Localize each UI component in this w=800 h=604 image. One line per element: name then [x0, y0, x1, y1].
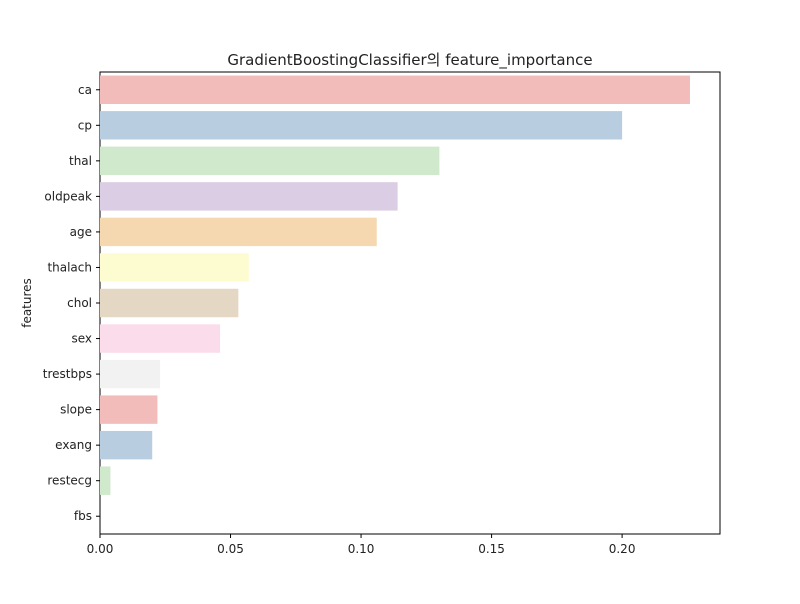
- x-tick-label: 0.05: [217, 542, 244, 556]
- y-tick-label: exang: [55, 438, 92, 452]
- y-tick-label: chol: [67, 296, 92, 310]
- y-tick-label: fbs: [74, 509, 92, 523]
- bars-group: [100, 75, 690, 495]
- bar-chol: [100, 288, 239, 318]
- y-tick-label: restecg: [47, 474, 92, 488]
- y-tick-label: slope: [60, 403, 92, 417]
- chart-title: GradientBoostingClassifier의 feature_impo…: [227, 51, 592, 70]
- y-tick-label: sex: [71, 332, 92, 346]
- y-tick-label: cp: [78, 118, 92, 132]
- bar-trestbps: [100, 359, 161, 389]
- bar-slope: [100, 395, 158, 424]
- x-ticks-group: 0.00 0.05 0.10 0.15 0.20: [87, 534, 636, 556]
- bar-cp: [100, 111, 623, 140]
- x-tick-label: 0.00: [87, 542, 114, 556]
- bar-restecg: [100, 466, 111, 495]
- y-tick-label: age: [70, 225, 92, 239]
- x-tick-label: 0.10: [348, 542, 375, 556]
- y-tick-label: thal: [69, 154, 92, 168]
- y-tick-label: ca: [78, 83, 92, 97]
- bar-sex: [100, 324, 221, 353]
- x-tick-label: 0.15: [478, 542, 505, 556]
- bar-exang: [100, 430, 153, 460]
- y-tick-label: oldpeak: [44, 189, 92, 203]
- y-axis-label: features: [20, 278, 34, 328]
- y-tick-label: trestbps: [43, 367, 92, 381]
- bar-thal: [100, 146, 440, 176]
- bar-ca: [100, 75, 690, 104]
- bar-age: [100, 217, 377, 247]
- x-tick-label: 0.20: [609, 542, 636, 556]
- y-ticks-group: ca cp thal oldpeak age thalach chol sex trestbps…: [43, 83, 100, 523]
- bar-oldpeak: [100, 182, 398, 211]
- y-tick-label: thalach: [47, 260, 92, 274]
- bar-thalach: [100, 253, 249, 282]
